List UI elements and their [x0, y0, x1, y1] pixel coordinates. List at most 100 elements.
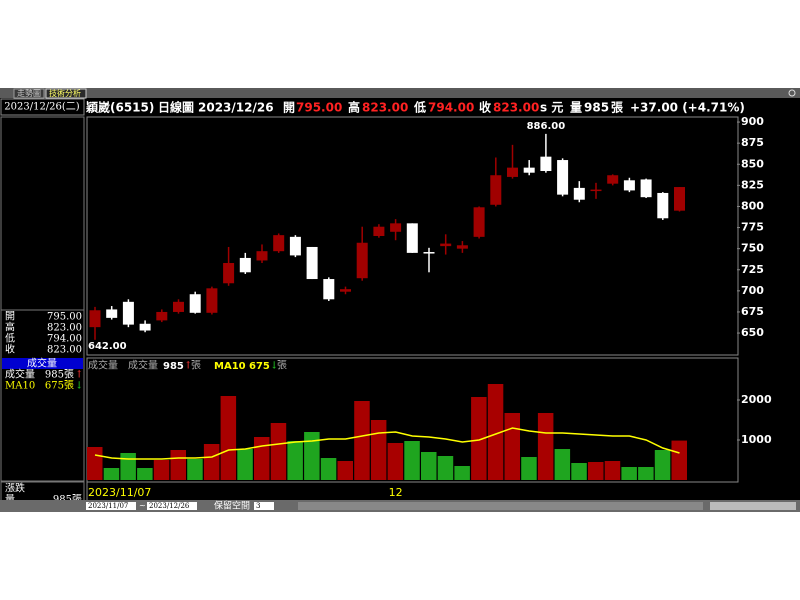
volume-panel-title: 成交量	[88, 359, 118, 372]
volume-bar	[320, 458, 337, 480]
candle-body	[390, 223, 402, 232]
candle-body	[239, 257, 251, 273]
volume-title: 成交量	[27, 357, 57, 370]
volume-panel	[86, 357, 739, 483]
y-tick-label: 2000	[741, 393, 772, 406]
quote-label: 收	[5, 343, 15, 356]
candle-body	[607, 175, 619, 184]
quote-rows: 開 795.00 高 823.00 低 794.00 收 823.00	[5, 311, 82, 356]
quote-label: 開	[5, 311, 15, 323]
volume-bar	[437, 456, 454, 480]
tab[interactable]	[13, 88, 45, 99]
tool-icons[interactable]	[710, 502, 796, 510]
search-icon[interactable]	[788, 89, 796, 97]
volume-bar	[537, 413, 554, 480]
candle-body	[406, 223, 418, 253]
low-label: 低	[413, 100, 426, 115]
candle-body	[473, 207, 485, 237]
candle-body	[623, 180, 635, 191]
candle-body	[356, 242, 368, 279]
candle-body	[256, 251, 268, 261]
quote-value: 823.00	[47, 323, 82, 334]
candle-body	[523, 167, 535, 173]
y-tick-label: 875	[741, 136, 764, 149]
volume-arrow: ↑	[184, 361, 192, 372]
ma-line	[94, 427, 680, 460]
high: 823.00	[362, 101, 408, 115]
volume-bar	[654, 450, 671, 480]
quote-value: 795.00	[47, 312, 82, 323]
candle-body	[373, 226, 385, 236]
candle-body	[323, 279, 335, 300]
volume-bar	[471, 397, 487, 480]
volume-bar	[203, 444, 220, 480]
stock: 穎崴(6515)	[86, 100, 154, 115]
y-tick-label: 650	[741, 326, 764, 339]
tab-label[interactable]: 走勢圖	[17, 88, 41, 98]
space-label: 保留空間	[214, 500, 250, 512]
volume-bar	[337, 461, 353, 480]
side-panel	[0, 116, 85, 482]
side-ma-arrow: ↓	[75, 381, 83, 392]
separator: ~	[139, 501, 146, 510]
low: 794.00	[428, 101, 474, 115]
volume-bar	[638, 467, 654, 480]
y-tick-label: 675	[741, 305, 764, 318]
candle-body	[640, 179, 652, 198]
scrollbar[interactable]	[298, 502, 703, 510]
start-date[interactable]: 2023/11/07	[88, 502, 128, 510]
volume-bar	[370, 420, 387, 480]
open-label: 開	[283, 101, 295, 115]
ma-now: 675	[249, 361, 270, 372]
tab[interactable]	[45, 88, 87, 99]
volume-bar	[287, 441, 303, 480]
y-tick-label: 850	[741, 157, 764, 170]
candle-body	[657, 192, 669, 219]
volume-bar	[604, 461, 621, 480]
side-volume-arrow: ↑	[75, 370, 83, 381]
candle-body	[156, 311, 168, 321]
footer-volume-label: 量	[5, 494, 15, 506]
volume-bar	[170, 450, 186, 480]
space[interactable]: 3	[256, 502, 260, 510]
ma-series-name: MA10	[214, 361, 246, 372]
quote-value: 794.00	[47, 334, 82, 345]
volume-bar	[504, 413, 520, 480]
annotation: 642.00	[88, 341, 127, 352]
start-input[interactable]	[86, 502, 136, 510]
tab-label[interactable]: 技術分析	[49, 88, 81, 98]
candle-body	[423, 252, 435, 254]
unit: s 元	[540, 101, 563, 115]
volume-series-name: 成交量	[128, 359, 158, 372]
end-input[interactable]	[147, 502, 197, 510]
y-tick-label: 900	[741, 115, 764, 128]
high-label: 高	[348, 100, 360, 115]
volume-bar	[270, 423, 287, 480]
candle-body	[273, 235, 285, 252]
volume-bar	[454, 466, 470, 480]
end-date[interactable]: 2023/12/26	[149, 502, 190, 510]
side-volume-label: 成交量	[5, 368, 35, 381]
quote-value: 823.00	[47, 345, 82, 356]
candle-body	[89, 310, 101, 328]
close: 823.00	[493, 101, 539, 115]
y-tick-label: 725	[741, 263, 764, 276]
volume-bar	[487, 384, 504, 480]
volume-title-bar	[2, 358, 83, 369]
volume-bar	[103, 468, 120, 480]
space-input[interactable]	[254, 502, 274, 510]
volume-bar	[554, 449, 571, 480]
ma-unit: 張	[277, 360, 287, 372]
candle-body	[440, 243, 452, 247]
open: 795.00	[296, 101, 342, 115]
volume-bar	[621, 467, 637, 480]
side-ma-label: MA10	[5, 381, 35, 392]
candle-body	[674, 187, 685, 211]
candle-body	[289, 236, 301, 256]
date: 2023/12/26	[198, 101, 274, 115]
y-tick-label: 825	[741, 178, 764, 191]
side-date: 2023/12/26(二)	[4, 102, 80, 113]
date-box	[0, 98, 85, 116]
volume-bar	[187, 459, 203, 480]
